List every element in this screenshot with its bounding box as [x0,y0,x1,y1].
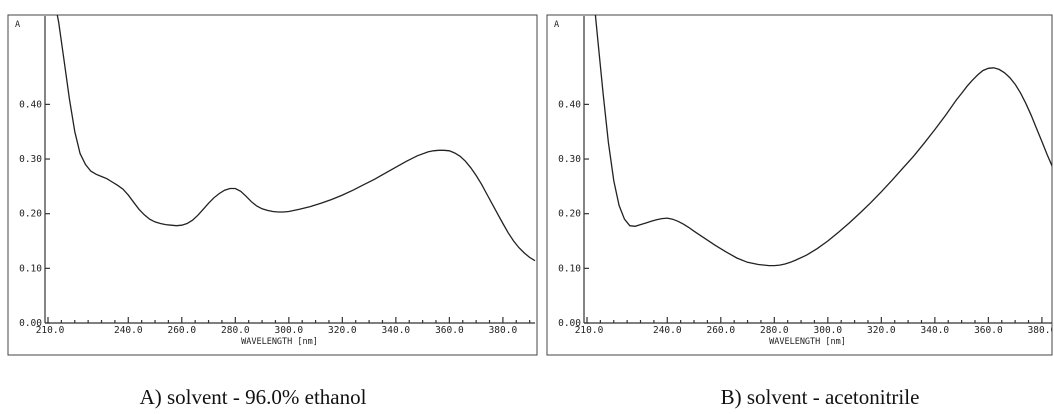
x-tick-label: 240.0 [114,325,143,336]
y-tick-label: 0.40 [558,99,581,110]
x-tick-label: 320.0 [328,325,357,336]
y-tick-label: 0.00 [558,318,581,329]
x-tick-label: 210.0 [575,325,604,336]
x-tick-label: 340.0 [382,325,411,336]
x-tick-label: 240.0 [653,325,682,336]
x-tick-labels: 210.0 240.0 260.0 280.0 300.0 320.0 340.0 360.0… [36,325,518,336]
x-tick-label: 260.0 [706,325,735,336]
x-tick-label: 280.0 [760,325,789,336]
y-axis-title: A [554,20,559,30]
y-tick-label: 0.10 [558,263,581,274]
spectrum-line [594,15,1052,267]
x-tick-label: 360.0 [435,325,464,336]
y-tick-label: 0.10 [19,263,42,274]
x-tick-label: 280.0 [221,325,250,336]
caption-panel-b: B) solvent - acetonitrile [721,385,920,409]
x-tick-label: 340.0 [921,325,950,336]
x-tick-label: 260.0 [167,325,196,336]
x-axis-title: WAVELENGTH [nm] [241,337,318,347]
y-tick-label: 0.30 [19,154,42,165]
x-tick-label: 320.0 [867,325,896,336]
plot-frame [546,14,1053,356]
x-tick-label: 360.0 [974,325,1003,336]
y-tick-label: 0.20 [19,209,42,220]
x-tick-label: 300.0 [275,325,304,336]
x-tick-label: 380.0 [1028,325,1054,336]
y-tick-label: 0.30 [558,154,581,165]
x-axis-title: WAVELENGTH [nm] [769,337,846,347]
caption-panel-a: A) solvent - 96.0% ethanol [140,385,367,409]
y-tick-label: 0.00 [19,318,42,329]
x-tick-label: 300.0 [814,325,843,336]
x-tick-labels: 210.0 240.0 260.0 280.0 300.0 320.0 340.0 360.0… [575,325,1054,336]
plot-frame [7,14,538,356]
y-tick-label: 0.40 [19,99,42,110]
x-tick-label: 380.0 [489,325,518,336]
chart-panel-b: 0.00 0.10 0.20 0.30 0.40 210.0 240.0 260.0 280.0… [546,14,1054,356]
x-tick-label: 210.0 [36,325,65,336]
y-axis-title: A [15,20,20,30]
y-tick-label: 0.20 [558,209,581,220]
spectrum-line [56,15,536,262]
chart-panel-a: 0.00 0.10 0.20 0.30 0.40 210.0 240.0 260.0 280.0… [7,14,538,356]
